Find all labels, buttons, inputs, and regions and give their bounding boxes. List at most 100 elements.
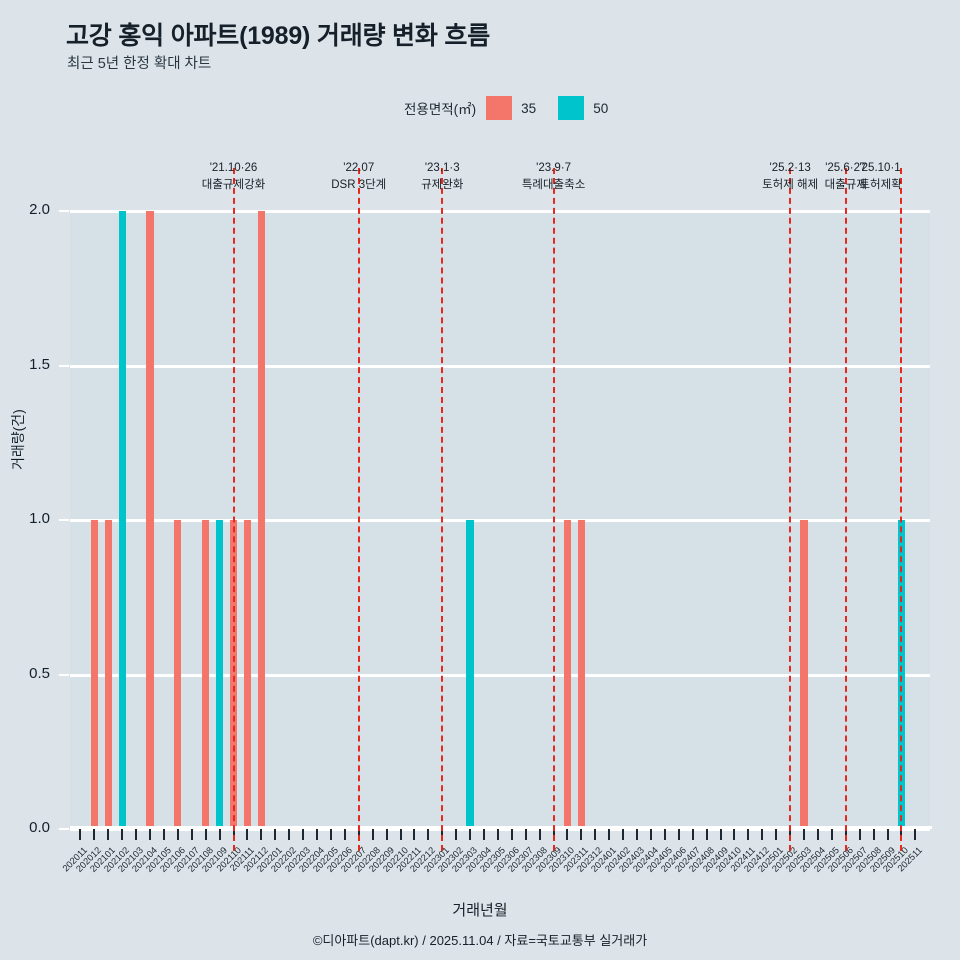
y-tick-mark <box>59 673 69 676</box>
event-line <box>552 168 555 851</box>
legend-label-50: 50 <box>593 100 609 116</box>
x-tick-mark <box>830 829 833 840</box>
x-tick-mark <box>302 829 305 840</box>
x-tick-mark <box>663 829 666 840</box>
y-tick-label: 1.5 <box>29 355 50 373</box>
legend-title: 전용면적(㎡) <box>404 102 477 117</box>
event-annotation: '21.10·26 대출규제강화 <box>154 160 314 193</box>
x-tick-mark <box>580 829 583 840</box>
x-tick-mark <box>469 829 472 840</box>
x-tick-mark <box>427 829 430 840</box>
x-tick-mark <box>79 829 82 840</box>
event-line <box>844 168 847 851</box>
y-gridline <box>70 519 930 522</box>
event-annotation: '25.6·27 대출규제 <box>766 160 926 193</box>
event-text: DSR 3단계 <box>331 178 387 191</box>
bar-series-35 <box>202 520 210 829</box>
legend-swatch-50 <box>558 96 585 120</box>
event-text: 규제완화 <box>421 178 464 191</box>
x-tick-mark <box>246 829 249 840</box>
bar-series-50 <box>466 520 474 829</box>
x-tick-mark <box>677 829 680 840</box>
legend-swatch-35 <box>486 96 513 120</box>
x-tick-mark <box>162 829 165 840</box>
bar-series-35 <box>104 520 112 829</box>
x-tick-mark <box>149 829 152 840</box>
x-tick-mark <box>218 829 221 840</box>
y-axis-title: 거래량(건) <box>10 409 26 470</box>
y-tick-label: 1.0 <box>29 510 50 527</box>
x-tick-mark <box>385 829 388 840</box>
x-tick-mark <box>413 829 416 840</box>
bar-series-35 <box>257 211 265 829</box>
event-annotation: '23.9·7 특례대출축소 <box>474 160 634 193</box>
x-tick-mark <box>886 829 889 840</box>
x-tick-mark <box>329 829 332 840</box>
x-tick-mark <box>524 829 527 840</box>
event-line <box>900 168 903 851</box>
event-text: 대출규제강화 <box>201 178 266 191</box>
event-date: '22.07 <box>343 162 375 174</box>
event-date: '23.1·3 <box>424 162 460 174</box>
event-line <box>789 168 792 851</box>
x-tick-mark <box>316 829 318 840</box>
x-tick-mark <box>649 829 652 840</box>
bar-series-35 <box>800 520 808 829</box>
event-line <box>232 168 235 851</box>
x-tick-mark <box>510 829 513 840</box>
x-tick-mark <box>608 829 611 840</box>
event-date: '25.10·15 <box>859 162 901 174</box>
y-tick-label: 0.5 <box>29 664 50 682</box>
event-date: '21.10·26 <box>209 162 258 174</box>
y-tick-mark <box>59 210 69 212</box>
x-tick-mark <box>691 829 694 840</box>
event-line <box>441 168 444 851</box>
bar-series-35 <box>243 520 251 829</box>
x-tick-mark <box>747 829 750 840</box>
x-tick-mark <box>496 829 499 840</box>
y-tick-mark <box>59 519 69 521</box>
x-tick-mark <box>803 829 806 840</box>
event-annotation: '25.10·15 토허제확대 <box>859 160 901 193</box>
legend-label-35: 35 <box>521 100 537 116</box>
y-tick-mark <box>59 828 69 830</box>
event-annotation: '25.2·13 토허제 해제 <box>710 160 870 193</box>
x-tick-mark <box>733 829 736 840</box>
y-gridline <box>70 673 930 677</box>
x-axis-line <box>70 826 932 829</box>
x-tick-mark <box>482 829 485 840</box>
x-tick-mark <box>204 829 207 840</box>
y-tick-label: 0.0 <box>29 819 50 836</box>
x-tick-mark <box>135 829 138 840</box>
plot-area <box>70 210 930 831</box>
x-tick-mark <box>705 829 708 840</box>
credit-footer: ©디아파트(dapt.kr) / 2025.11.04 / 자료=국토교통부 실… <box>312 933 648 948</box>
y-gridline <box>70 828 930 831</box>
x-tick-mark <box>121 829 124 840</box>
x-tick-mark <box>775 829 778 840</box>
bar-series-50 <box>118 211 126 829</box>
event-date: '25.2·13 <box>769 162 811 174</box>
bar-series-50 <box>215 520 224 829</box>
event-date: '25.6·27 <box>825 162 867 174</box>
x-tick-mark <box>872 829 875 840</box>
x-tick-mark <box>538 829 541 840</box>
x-tick-mark <box>566 829 569 840</box>
x-tick-mark <box>914 829 917 840</box>
x-tick-mark <box>455 829 458 840</box>
x-tick-mark <box>761 829 764 840</box>
bar-series-35 <box>90 520 98 829</box>
page-title: 고강 홍익 아파트(1989) 거래량 변화 흐름 <box>66 22 490 50</box>
x-tick-mark <box>371 829 374 840</box>
x-tick-mark <box>594 829 597 840</box>
x-tick-mark <box>816 829 819 840</box>
event-line <box>357 168 360 851</box>
x-tick-mark <box>858 829 861 840</box>
x-tick-mark <box>288 829 291 840</box>
legend: 전용면적(㎡) 35 50 <box>404 96 608 120</box>
y-gridline <box>70 364 930 368</box>
event-date: '23.9·7 <box>536 162 571 174</box>
x-tick-mark <box>343 829 346 840</box>
y-tick-mark <box>59 364 69 367</box>
